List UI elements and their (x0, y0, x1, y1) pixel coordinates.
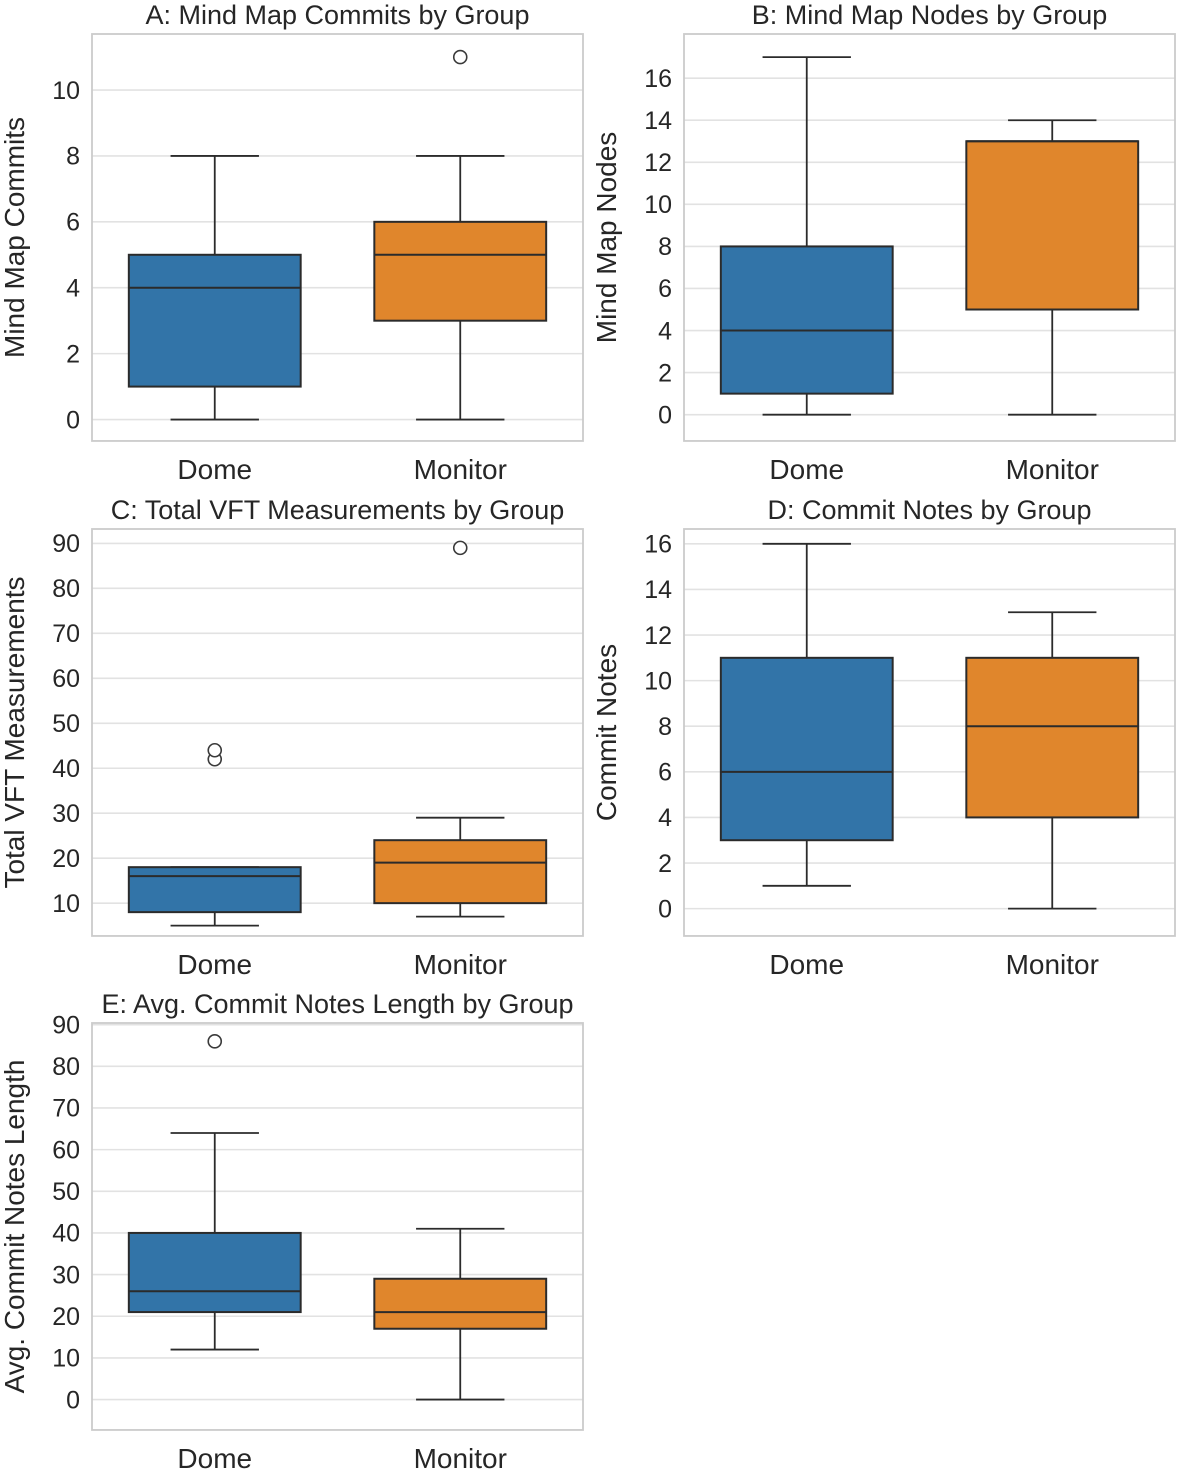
panel-a: 0 2 4 6 8 10 Dome Monitor A: Mind Map Commits by… (0, 0, 592, 495)
outlier-point (207, 742, 223, 758)
y-tick-label: 8 (658, 713, 672, 741)
panel-title: C: Total VFT Measurements by Group (111, 495, 564, 525)
plot-border (91, 1022, 584, 1432)
plot-border (91, 33, 584, 442)
plot-border (91, 527, 584, 937)
y-tick-label: 10 (52, 890, 80, 918)
y-tick-label: 16 (644, 530, 672, 558)
boxplot-b: 0 2 4 6 8 10 12 14 16 Dome Monitor B: Mind Map Node… (592, 0, 1176, 485)
y-tick-label: 90 (52, 1012, 80, 1040)
plot-border (682, 527, 1176, 937)
y-tick-label: 10 (644, 667, 672, 695)
y-tick-label: 0 (658, 401, 672, 429)
y-tick-label: 10 (52, 1345, 80, 1373)
y-tick-label: 90 (52, 530, 80, 558)
y-tick-label: 0 (66, 1387, 80, 1415)
y-tick-label: 20 (52, 1303, 80, 1331)
panel-title: A: Mind Map Commits by Group (146, 0, 530, 30)
y-tick-label: 70 (52, 620, 80, 648)
y-tick-label: 14 (644, 576, 672, 604)
panel-d: 0 2 4 6 8 10 12 14 16 Dome Monitor D: Commit Notes … (592, 495, 1183, 990)
box-monitor (373, 838, 548, 904)
y-tick-label: 12 (644, 149, 672, 177)
y-tick-label: 50 (52, 710, 80, 738)
outlier-point (452, 540, 468, 555)
outlier-point (207, 1034, 223, 1049)
box-dome (719, 656, 894, 841)
outlier-point (452, 49, 468, 65)
box-dome (719, 245, 894, 395)
boxplot-d: 0 2 4 6 8 10 12 14 16 Dome Monitor D: Commit Notes … (592, 495, 1176, 980)
y-tick-label: 10 (52, 77, 80, 105)
y-axis-label: Mind Map Nodes (592, 132, 622, 344)
box-monitor (373, 1278, 548, 1331)
y-tick-label: 8 (658, 233, 672, 261)
x-category-label: Dome (177, 949, 252, 980)
panel-b: 0 2 4 6 8 10 12 14 16 Dome Monitor B: Mind Map Node… (592, 0, 1183, 495)
box-monitor (373, 220, 548, 322)
y-tick-label: 60 (52, 665, 80, 693)
y-tick-label: 70 (52, 1095, 80, 1123)
empty-cell (592, 989, 1183, 1484)
y-tick-label: 4 (658, 317, 672, 345)
y-tick-label: 4 (658, 804, 672, 832)
panel-c: 10 20 30 40 50 60 70 80 90 Dome Monitor C: Total VF… (0, 495, 592, 990)
boxplot-e: 0 10 20 30 40 50 60 70 80 90 Dome Monitor E: Avg. Co… (0, 989, 584, 1474)
y-tick-label: 6 (66, 209, 80, 237)
y-axis-label: Mind Map Commits (0, 117, 30, 358)
y-tick-label: 0 (66, 406, 80, 434)
y-axis-label: Total VFT Measurements (0, 576, 30, 888)
x-category-label: Dome (177, 1443, 252, 1474)
y-tick-label: 20 (52, 845, 80, 873)
y-tick-label: 6 (658, 275, 672, 303)
y-tick-label: 2 (658, 359, 672, 387)
y-tick-label: 14 (644, 107, 672, 135)
boxplot-a: 0 2 4 6 8 10 Dome Monitor A: Mind Map Commits by… (0, 0, 584, 485)
y-tick-label: 30 (52, 800, 80, 828)
x-category-label: Monitor (414, 1443, 507, 1474)
box-dome (127, 253, 302, 388)
y-tick-label: 12 (644, 621, 672, 649)
y-tick-label: 0 (658, 895, 672, 923)
y-axis-label: Commit Notes (592, 644, 622, 821)
panel-title: B: Mind Map Nodes by Group (751, 0, 1106, 30)
y-tick-label: 6 (658, 758, 672, 786)
y-tick-label: 10 (644, 191, 672, 219)
x-category-label: Dome (769, 949, 844, 980)
panel-title: E: Avg. Commit Notes Length by Group (102, 989, 574, 1019)
y-tick-label: 40 (52, 1220, 80, 1248)
y-axis-label: Avg. Commit Notes Length (0, 1060, 30, 1394)
box-monitor (964, 140, 1139, 311)
y-tick-label: 2 (658, 849, 672, 877)
y-tick-label: 80 (52, 1053, 80, 1081)
x-category-label: Dome (769, 454, 844, 485)
box-dome (127, 1232, 302, 1314)
y-tick-label: 8 (66, 143, 80, 171)
panel-e: 0 10 20 30 40 50 60 70 80 90 Dome Monitor E: Avg. Co… (0, 989, 592, 1484)
y-tick-label: 30 (52, 1262, 80, 1290)
x-category-label: Monitor (414, 949, 507, 980)
x-category-label: Monitor (1005, 454, 1098, 485)
y-tick-label: 2 (66, 340, 80, 368)
panel-title: D: Commit Notes by Group (767, 495, 1091, 525)
box-dome (127, 865, 302, 913)
box-monitor (964, 656, 1139, 819)
plot-border (682, 33, 1176, 442)
x-category-label: Dome (177, 454, 252, 485)
x-category-label: Monitor (1005, 949, 1098, 980)
y-tick-label: 80 (52, 575, 80, 603)
y-tick-label: 50 (52, 1178, 80, 1206)
boxplot-c: 10 20 30 40 50 60 70 80 90 Dome Monitor C: Total VF… (0, 495, 584, 980)
y-tick-label: 40 (52, 755, 80, 783)
y-tick-label: 60 (52, 1137, 80, 1165)
y-tick-label: 16 (644, 65, 672, 93)
y-tick-label: 4 (66, 274, 80, 302)
x-category-label: Monitor (414, 454, 507, 485)
